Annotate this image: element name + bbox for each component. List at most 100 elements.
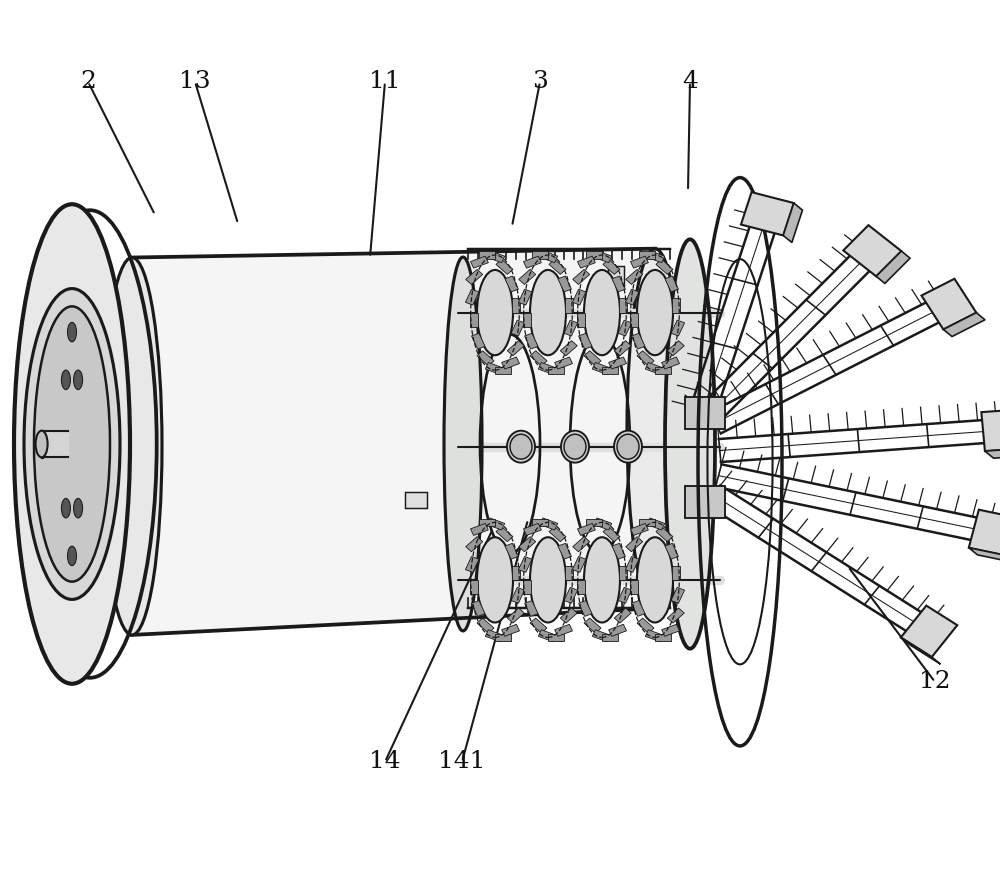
Text: 3: 3	[532, 70, 548, 93]
Polygon shape	[612, 276, 625, 292]
Ellipse shape	[36, 431, 48, 457]
Polygon shape	[626, 536, 643, 551]
Polygon shape	[573, 536, 590, 551]
Polygon shape	[667, 341, 684, 356]
Ellipse shape	[74, 370, 83, 390]
Text: 141: 141	[438, 750, 486, 773]
Polygon shape	[577, 313, 585, 327]
Ellipse shape	[614, 431, 642, 463]
Polygon shape	[511, 587, 525, 603]
Polygon shape	[549, 527, 566, 542]
Bar	[405, 492, 427, 508]
Polygon shape	[560, 341, 577, 356]
Polygon shape	[519, 269, 536, 284]
Polygon shape	[555, 357, 572, 369]
Polygon shape	[505, 543, 518, 559]
Polygon shape	[602, 634, 618, 641]
Polygon shape	[487, 518, 505, 530]
Polygon shape	[507, 341, 524, 356]
Polygon shape	[584, 351, 601, 366]
Polygon shape	[512, 566, 520, 580]
Polygon shape	[523, 580, 531, 594]
Text: 14: 14	[369, 750, 401, 773]
Polygon shape	[630, 580, 638, 594]
Polygon shape	[592, 630, 610, 642]
Polygon shape	[470, 580, 478, 594]
Polygon shape	[523, 313, 531, 327]
Polygon shape	[555, 624, 572, 637]
Text: 11: 11	[369, 70, 401, 93]
Polygon shape	[647, 518, 665, 530]
Ellipse shape	[665, 240, 715, 648]
Ellipse shape	[14, 204, 130, 684]
Polygon shape	[558, 543, 571, 559]
Polygon shape	[487, 250, 505, 263]
Polygon shape	[530, 618, 547, 633]
Polygon shape	[485, 630, 503, 642]
Polygon shape	[637, 351, 654, 366]
Ellipse shape	[68, 546, 76, 566]
Polygon shape	[662, 624, 679, 637]
Polygon shape	[505, 276, 518, 292]
Polygon shape	[472, 600, 485, 616]
Polygon shape	[584, 618, 601, 633]
Ellipse shape	[24, 289, 120, 599]
Polygon shape	[671, 320, 685, 336]
Polygon shape	[619, 566, 627, 580]
Polygon shape	[969, 510, 1000, 556]
Polygon shape	[647, 250, 665, 263]
Polygon shape	[496, 259, 513, 274]
Polygon shape	[538, 630, 556, 642]
Polygon shape	[656, 527, 673, 542]
Polygon shape	[472, 333, 485, 349]
Polygon shape	[564, 320, 578, 336]
Ellipse shape	[102, 258, 162, 635]
Polygon shape	[667, 608, 684, 623]
Polygon shape	[518, 289, 532, 305]
Polygon shape	[614, 608, 631, 623]
Polygon shape	[466, 536, 483, 551]
Polygon shape	[645, 630, 663, 642]
Polygon shape	[560, 608, 577, 623]
Polygon shape	[495, 367, 511, 374]
Ellipse shape	[34, 306, 110, 582]
Polygon shape	[655, 367, 671, 374]
Polygon shape	[602, 367, 618, 374]
Polygon shape	[471, 523, 488, 535]
Text: 4: 4	[682, 70, 698, 93]
Polygon shape	[619, 298, 627, 313]
Polygon shape	[507, 608, 524, 623]
Polygon shape	[625, 289, 639, 305]
Polygon shape	[609, 624, 626, 637]
Polygon shape	[594, 518, 612, 530]
Polygon shape	[518, 557, 532, 573]
Polygon shape	[637, 618, 654, 633]
Polygon shape	[741, 192, 794, 235]
Polygon shape	[985, 448, 1000, 458]
Polygon shape	[524, 523, 541, 535]
Polygon shape	[548, 634, 564, 641]
Ellipse shape	[61, 370, 70, 390]
Polygon shape	[672, 298, 680, 313]
Polygon shape	[572, 289, 586, 305]
Polygon shape	[485, 362, 503, 375]
Polygon shape	[466, 269, 483, 284]
Polygon shape	[524, 256, 541, 268]
Polygon shape	[530, 351, 547, 366]
Polygon shape	[665, 276, 678, 292]
Ellipse shape	[530, 270, 566, 355]
Polygon shape	[132, 249, 655, 635]
Ellipse shape	[507, 431, 535, 463]
Bar	[685, 486, 725, 518]
Polygon shape	[578, 256, 595, 268]
Ellipse shape	[530, 537, 566, 622]
Polygon shape	[631, 256, 648, 268]
Polygon shape	[502, 624, 519, 637]
Bar	[608, 266, 624, 286]
Polygon shape	[565, 298, 573, 313]
Polygon shape	[477, 351, 494, 366]
Polygon shape	[586, 251, 602, 258]
Bar	[685, 397, 725, 429]
Polygon shape	[603, 527, 620, 542]
Polygon shape	[656, 259, 673, 274]
